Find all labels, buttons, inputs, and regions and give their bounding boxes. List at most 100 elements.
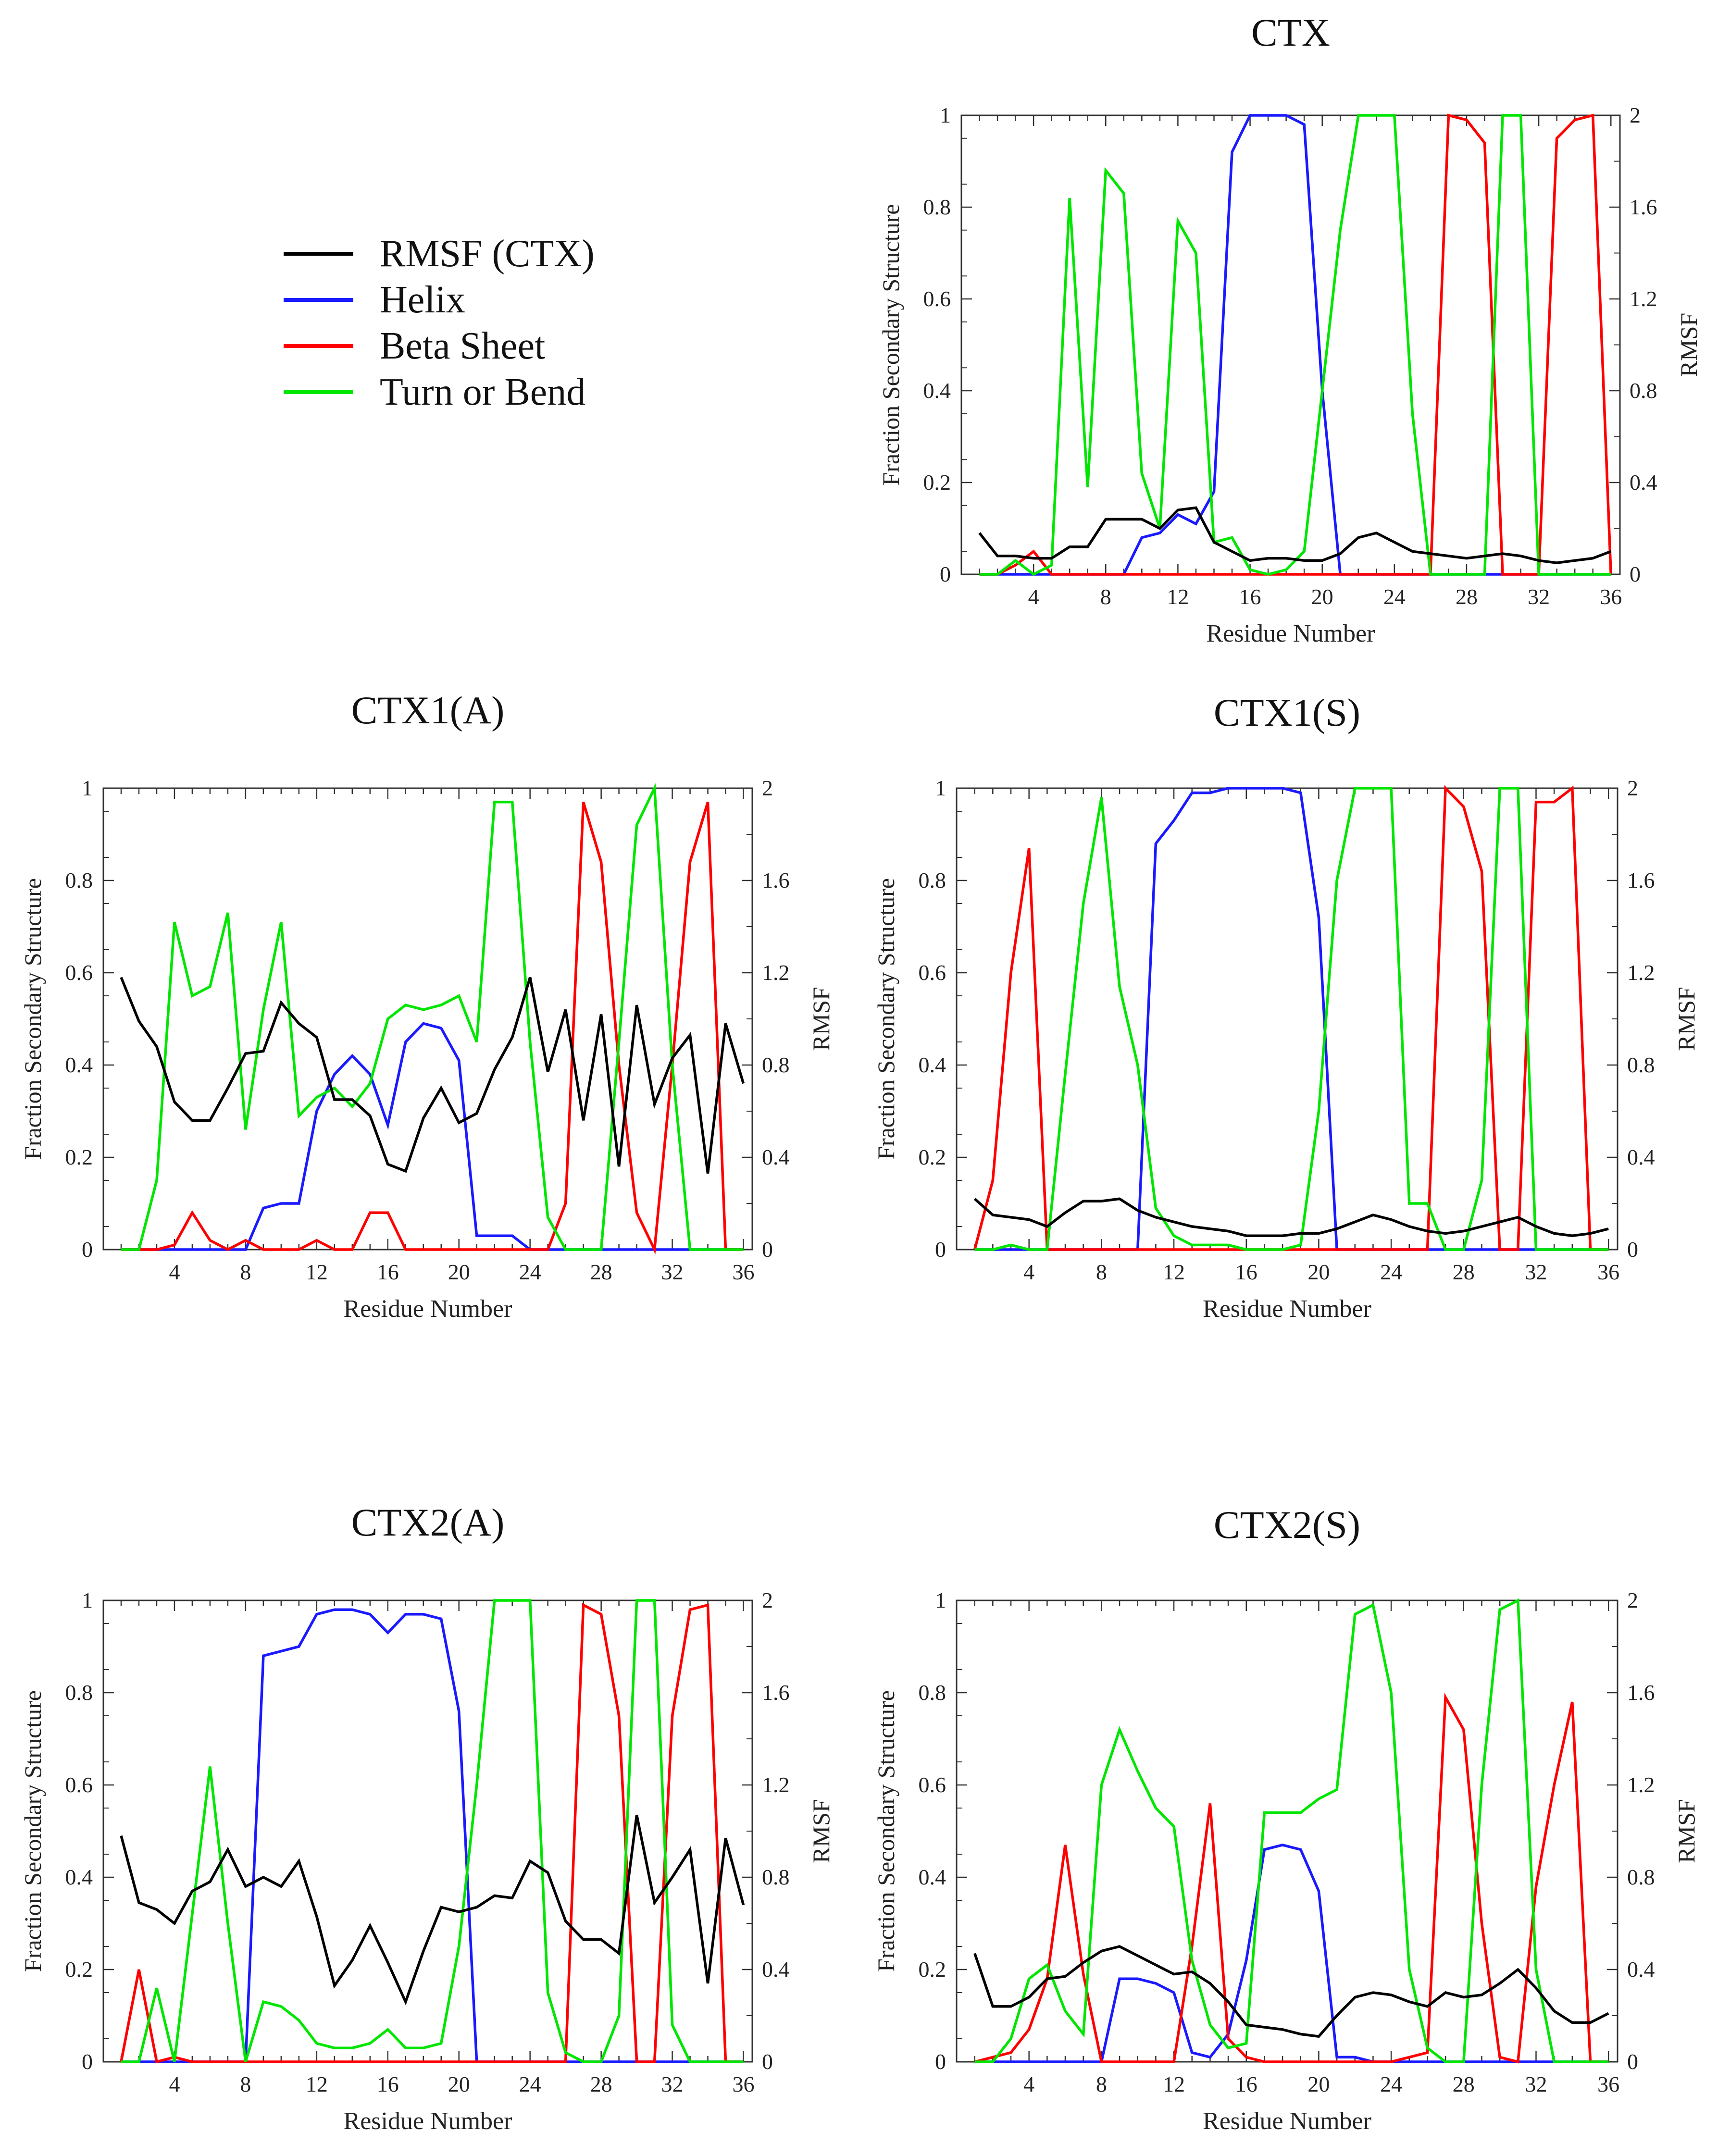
y-axis-label: Fraction Secondary Structure [872, 878, 899, 1160]
y-tick-label: 0.2 [65, 1145, 93, 1169]
x-tick-label: 8 [240, 2072, 251, 2096]
x-tick-label: 4 [169, 2072, 180, 2096]
y-tick-label: 0.6 [65, 960, 93, 985]
chart-title: CTX2(S) [1214, 1503, 1360, 1547]
y-tick-label: 0.8 [919, 868, 946, 892]
x-tick-label: 28 [1456, 584, 1478, 609]
x-tick-label: 16 [1239, 584, 1261, 609]
y2-tick-label: 2 [762, 1588, 773, 1612]
y-tick-label: 0.6 [65, 1772, 93, 1797]
x-tick-label: 36 [1597, 2072, 1619, 2096]
legend: RMSF (CTX) Helix Beta Sheet Turn or Bend [284, 231, 668, 415]
legend-label-helix: Helix [380, 278, 465, 321]
x-tick-label: 8 [1096, 1260, 1107, 1284]
y-tick-label: 0.8 [919, 1680, 946, 1705]
y2-tick-label: 1.6 [1627, 868, 1655, 892]
plot-frame [102, 1599, 753, 2063]
y-tick-label: 0 [82, 2049, 93, 2074]
x-tick-label: 24 [1380, 2072, 1402, 2096]
x-tick-label: 36 [1597, 1260, 1619, 1284]
x-tick-label: 16 [1235, 2072, 1257, 2096]
chart-title: CTX1(S) [1214, 691, 1360, 734]
legend-swatch-helix [284, 298, 353, 302]
y2-tick-label: 0.8 [1630, 378, 1657, 403]
x-tick-label: 16 [377, 2072, 399, 2096]
y-tick-label: 0.4 [919, 1053, 946, 1077]
legend-item-turn-or-bend: Turn or Bend [284, 369, 668, 415]
plot-frame [956, 787, 1618, 1251]
y2-tick-label: 0 [762, 1237, 773, 1262]
y2-axis-label: RMSF [808, 1799, 834, 1863]
x-tick-label: 20 [1307, 2072, 1330, 2096]
x-tick-label: 12 [1163, 2072, 1185, 2096]
chart-title: CTX1(A) [351, 688, 505, 732]
x-tick-label: 28 [590, 2072, 612, 2096]
x-tick-label: 8 [1100, 584, 1111, 609]
series-line-beta-sheet [979, 113, 1612, 576]
legend-swatch-beta-sheet [284, 344, 353, 348]
y-tick-label: 0.4 [65, 1865, 93, 1889]
y-tick-label: 0 [82, 1237, 93, 1262]
y-tick-label: 0.8 [65, 868, 93, 892]
x-tick-label: 16 [1235, 1260, 1257, 1284]
y-tick-label: 0.2 [919, 1145, 946, 1169]
series-line-turn-or-bend [974, 1598, 1609, 2063]
y-tick-label: 0.2 [923, 470, 951, 495]
series-line-turn-or-bend [121, 1599, 744, 2063]
y-tick-label: 0.4 [923, 378, 951, 403]
y2-tick-label: 1.6 [762, 868, 790, 892]
series-line-helix [979, 114, 1611, 576]
y-tick-label: 0.4 [65, 1053, 93, 1077]
chart-title: CTX2(A) [351, 1500, 505, 1544]
y-axis-label: Fraction Secondary Structure [877, 204, 904, 486]
y2-tick-label: 1.2 [762, 1772, 790, 1797]
chart-title: CTX [1251, 11, 1330, 54]
chart-ctx2a: CTX2(A) 4 8 12 16 20 24 28 32 36 0 0.2 0.4 0.6 0.8 1 0 0.… [19, 1500, 834, 2135]
y-axis-label: Fraction Secondary Structure [19, 1690, 46, 1972]
y-tick-label: 0 [935, 2049, 946, 2074]
series-line-rmsf [120, 977, 745, 1174]
y2-axis-label: RMSF [1673, 987, 1700, 1051]
y2-tick-label: 0.8 [762, 1865, 790, 1889]
series-line-beta-sheet [121, 802, 744, 1255]
x-tick-label: 24 [519, 1260, 541, 1284]
x-axis-label: Residue Number [1203, 2107, 1371, 2135]
y2-tick-label: 0.4 [762, 1145, 790, 1169]
y2-tick-label: 0.4 [1627, 1957, 1655, 1982]
y2-tick-label: 0 [1627, 2049, 1638, 2074]
y2-tick-label: 2 [1630, 103, 1641, 127]
x-tick-label: 20 [448, 2072, 470, 2096]
x-tick-label: 4 [1028, 584, 1039, 609]
x-tick-label: 28 [1453, 2072, 1475, 2096]
y2-tick-label: 0 [762, 2049, 773, 2074]
x-tick-label: 32 [1525, 1260, 1547, 1284]
y-tick-label: 0 [940, 562, 951, 586]
x-tick-label: 24 [1380, 1260, 1402, 1284]
legend-item-rmsf: RMSF (CTX) [284, 231, 668, 277]
y2-tick-label: 0.4 [1627, 1145, 1655, 1169]
x-tick-label: 28 [1453, 1260, 1475, 1284]
x-tick-label: 20 [448, 1260, 470, 1284]
y-tick-label: 1 [82, 1588, 93, 1612]
y2-tick-label: 1.2 [1627, 1772, 1655, 1797]
y-tick-label: 1 [940, 103, 951, 127]
y2-tick-label: 0.4 [1630, 470, 1657, 495]
x-tick-label: 32 [1528, 584, 1550, 609]
x-axis-label: Residue Number [344, 2107, 512, 2135]
y2-tick-label: 0.8 [1627, 1865, 1655, 1889]
legend-swatch-rmsf [284, 252, 353, 256]
plot-frame [102, 787, 753, 1251]
series-line-beta-sheet [974, 1692, 1609, 2064]
y2-tick-label: 2 [762, 776, 773, 800]
series-line-rmsf [978, 506, 1612, 564]
x-tick-label: 4 [1023, 2072, 1034, 2096]
x-tick-label: 32 [1525, 2072, 1547, 2096]
y-tick-label: 0.6 [923, 286, 951, 311]
y2-tick-label: 1.2 [1627, 960, 1655, 985]
y-tick-label: 0 [935, 1237, 946, 1262]
y2-tick-label: 2 [1627, 1588, 1638, 1612]
x-tick-label: 32 [661, 2072, 684, 2096]
y-tick-label: 1 [82, 776, 93, 800]
x-tick-label: 12 [306, 1260, 328, 1284]
